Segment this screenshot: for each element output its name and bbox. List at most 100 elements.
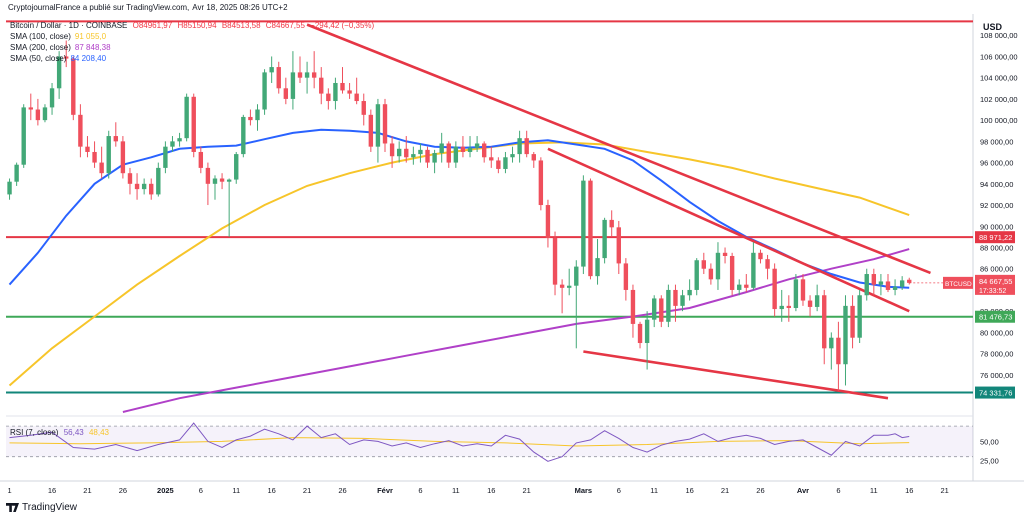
time-tick-label: 6 xyxy=(836,486,840,495)
candle-body xyxy=(120,141,126,174)
price-tick-label: 106 000,00 xyxy=(980,52,1018,61)
tradingview-logo[interactable]: TradingView xyxy=(6,502,77,513)
candle-body xyxy=(340,82,345,91)
candle-body xyxy=(630,289,636,324)
candle-body xyxy=(439,143,444,154)
time-tick-label: 16 xyxy=(905,486,913,495)
sma100-legend[interactable]: SMA (100, close) 91 055,0 xyxy=(10,32,106,41)
time-tick-label: 21 xyxy=(721,486,729,495)
price-tick-label: 76 000,00 xyxy=(980,371,1013,380)
last-price-value: 84 667,55 xyxy=(979,277,1012,286)
candle-body xyxy=(262,72,267,110)
candle-body xyxy=(829,337,834,349)
candle-body xyxy=(545,205,551,238)
time-tick-label: 6 xyxy=(418,486,422,495)
candle-body xyxy=(78,114,83,147)
candle-body xyxy=(907,279,912,283)
publisher-text: CryptojournalFrance a publié sur Trading… xyxy=(8,3,190,12)
change-value: −294,42 (−0,35%) xyxy=(310,21,375,30)
time-tick-label: Mars xyxy=(575,486,593,495)
rsi-ma-line xyxy=(9,437,910,447)
candle-body xyxy=(205,167,211,184)
candle-body xyxy=(170,141,175,147)
price-tick-label: 98 000,00 xyxy=(980,137,1013,146)
candle-body xyxy=(219,178,225,182)
candle-body xyxy=(807,300,813,307)
candle-body xyxy=(538,160,544,206)
rsi-tick-label: 50,00 xyxy=(980,437,999,446)
candle-body xyxy=(708,268,714,280)
candle-body xyxy=(248,116,253,121)
price-tick-label: 104 000,00 xyxy=(980,74,1018,83)
candle-body xyxy=(793,279,799,308)
candle-body xyxy=(581,180,586,267)
candle-body xyxy=(134,183,140,190)
level-tag-1: 88 971,22 xyxy=(979,233,1012,242)
rsi-legend[interactable]: RSI (7, close) 56,43 48,43 xyxy=(10,428,109,437)
rsi-band xyxy=(6,426,973,457)
candle-body xyxy=(326,93,331,102)
candle-body xyxy=(616,227,621,264)
candle-body xyxy=(531,154,536,161)
rsi-line xyxy=(9,422,910,462)
candle-body xyxy=(241,116,246,155)
sma200-legend[interactable]: SMA (200, close) 87 848,38 xyxy=(10,43,111,52)
price-tick-label: 96 000,00 xyxy=(980,159,1013,168)
candle-body xyxy=(297,72,303,78)
candle-body xyxy=(28,107,33,110)
close-value: C84667,55 xyxy=(265,21,305,30)
candle-body xyxy=(715,252,721,280)
high-value: H85150,94 xyxy=(177,21,217,30)
symbol-name[interactable]: Bitcoin / Dollar · 1D · COINBASE xyxy=(10,21,128,30)
candle-body xyxy=(552,237,558,285)
sma200-label: SMA (200, close) xyxy=(10,43,71,52)
candle-body xyxy=(191,96,196,152)
candle-body xyxy=(574,266,579,286)
candle-body xyxy=(623,263,629,290)
sma100-label: SMA (100, close) xyxy=(10,32,71,41)
price-tick-label: 92 000,00 xyxy=(980,201,1013,210)
time-tick-label: 16 xyxy=(685,486,693,495)
price-tick-label: 88 000,00 xyxy=(980,243,1013,252)
candle-body xyxy=(56,56,62,89)
candle-body xyxy=(226,179,232,182)
candle-body xyxy=(149,183,154,195)
publisher-line: CryptojournalFrance a publié sur Trading… xyxy=(8,3,291,12)
candle-body xyxy=(375,104,381,147)
candle-body xyxy=(396,148,402,157)
price-tick-label: 80 000,00 xyxy=(980,328,1013,337)
candle-body xyxy=(42,107,48,121)
candle-body xyxy=(446,143,451,163)
last-price-countdown: 17:33:52 xyxy=(979,288,1006,295)
candle-body xyxy=(269,67,274,73)
time-tick-label: 21 xyxy=(523,486,531,495)
candle-body xyxy=(857,295,862,338)
candle-body xyxy=(588,180,593,277)
candle-body xyxy=(49,88,55,108)
candle-body xyxy=(673,289,678,306)
candle-body xyxy=(892,286,898,290)
candle-body xyxy=(765,259,770,269)
candle-body xyxy=(127,173,133,184)
candle-body xyxy=(701,260,706,269)
sma50-legend[interactable]: SMA (50, close) 84 208,40 xyxy=(10,54,106,63)
price-tick-label: 78 000,00 xyxy=(980,350,1013,359)
candle-body xyxy=(652,298,657,320)
candle-body xyxy=(411,154,416,158)
candle-body xyxy=(751,252,756,288)
candle-body xyxy=(637,323,643,344)
sma100-value: 91 055,0 xyxy=(74,32,107,41)
candle-body xyxy=(35,109,41,121)
candle-body xyxy=(177,138,182,142)
candle-body xyxy=(722,252,728,256)
level-tag-bg-2 xyxy=(975,310,1015,323)
level-tag-3: 74 331,76 xyxy=(979,389,1012,398)
candle-body xyxy=(680,295,685,306)
last-price-tag-bg xyxy=(975,274,1015,295)
candle-body xyxy=(389,143,395,157)
candle-body xyxy=(843,305,848,365)
price-tick-label: 86 000,00 xyxy=(980,265,1013,274)
candle-body xyxy=(510,154,515,158)
candle-body xyxy=(198,151,204,168)
